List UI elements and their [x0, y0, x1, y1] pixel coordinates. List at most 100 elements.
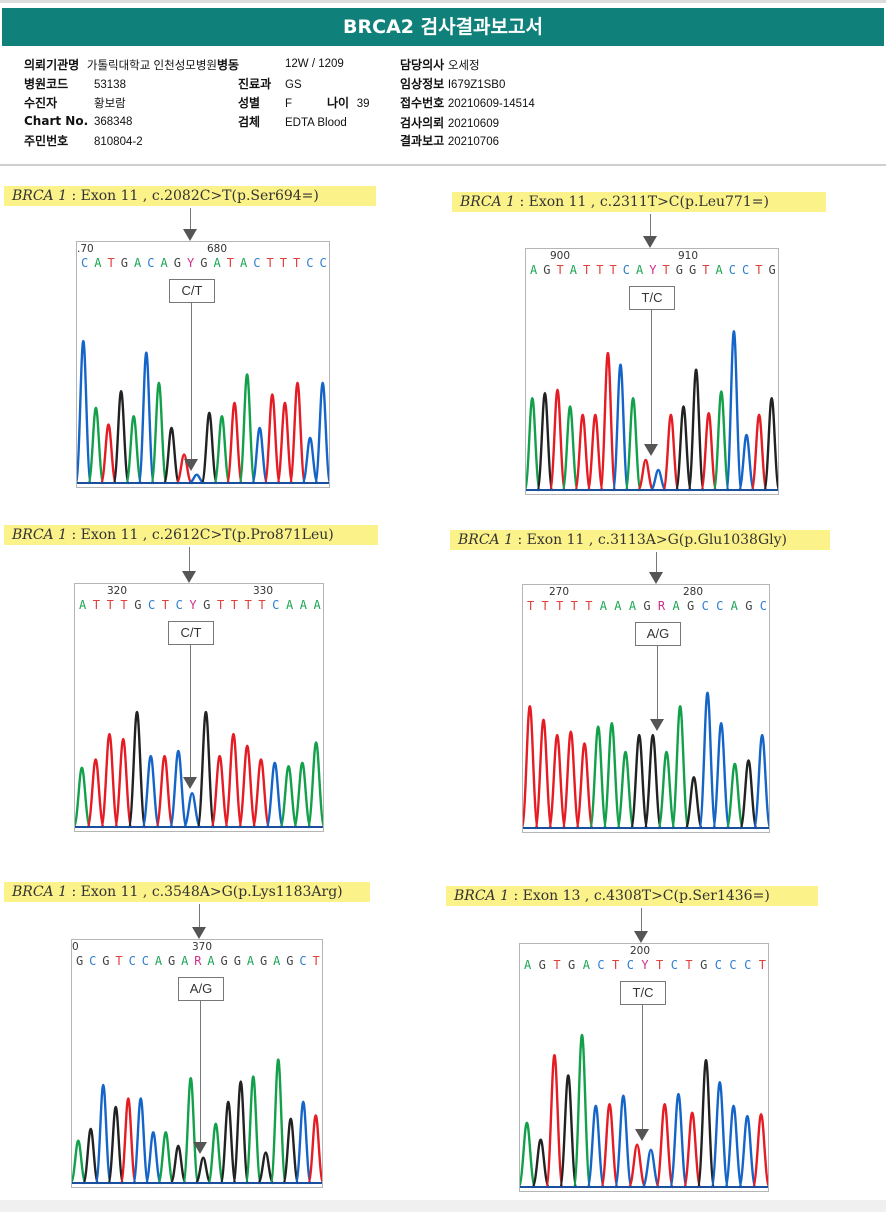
peak-C [137, 351, 156, 485]
base-call: A [313, 598, 321, 612]
peak-T [210, 754, 230, 829]
variant-label: BRCA 1 : Exon 11 , c.2612C>T(p.Pro871Leu… [4, 525, 378, 545]
peak-C [613, 1094, 633, 1189]
arrow-down-icon [183, 777, 197, 790]
base-call: T [279, 256, 287, 270]
position-number: 900 [550, 250, 571, 262]
chromatogram: 900 910 A G T A T T T C A Y T G G T A C C T G T/C [525, 248, 779, 495]
peak-C [77, 339, 93, 485]
base-call: A [213, 256, 221, 270]
base-call: G [675, 263, 683, 277]
field-value: GS [285, 79, 302, 91]
base-call: T [570, 599, 578, 613]
report-title: BRCA2 검사결과보고서 [2, 8, 884, 46]
peak-C [650, 468, 667, 492]
label-separator: : [67, 884, 81, 900]
base-call: A [94, 256, 102, 270]
base-call: T [662, 263, 670, 277]
peak-T [306, 1114, 322, 1185]
base-call: C [729, 958, 737, 972]
pointer-line [656, 552, 657, 582]
chromatogram: 0 370 G C G T C C A G A R A G G A G A G C T A/G [71, 939, 323, 1188]
peak-G [106, 1105, 125, 1185]
field-department: 진료과 GS [238, 75, 302, 92]
base-call: T [115, 954, 123, 968]
base-call: A [628, 599, 637, 613]
trace-plot [526, 330, 778, 492]
peak-T [99, 423, 118, 485]
peak-C [168, 749, 188, 829]
peak-T [547, 733, 567, 830]
position-number: 0 [72, 941, 79, 953]
base-call: G [76, 954, 84, 968]
field-value: 20210609 [447, 118, 499, 130]
gene-name: BRCA 1 [12, 188, 68, 204]
genotype-call-box: A/G [178, 977, 224, 1001]
genotype-call-box: A/G [635, 622, 681, 646]
base-call: T [226, 256, 234, 270]
arrow-down-icon [643, 236, 657, 248]
field-value: 53138 [94, 79, 126, 91]
variant-label: BRCA 1 : Exon 11 , c.3113A>G(p.Glu1038Gl… [450, 530, 830, 550]
position-number: 270 [549, 586, 570, 598]
page-bottom-band [0, 1200, 886, 1212]
arrow-down-icon [644, 443, 658, 456]
peak-G [674, 405, 693, 492]
peak-C [131, 1097, 150, 1185]
gene-name: BRCA 1 [458, 532, 514, 548]
base-call: A [240, 256, 248, 270]
header-divider [0, 164, 886, 166]
base-call: C [744, 958, 752, 972]
chromatogram: 270 280 T T T T T A A A G R A G C C A G C A/G [522, 584, 770, 833]
base-call: G [700, 958, 708, 972]
base-call: T [258, 598, 266, 612]
field-label: 접수번호 [400, 96, 445, 110]
arrow-down-icon [650, 719, 664, 732]
arrow-down-icon [182, 571, 196, 583]
peak-A [181, 1077, 200, 1185]
variant-description: Exon 11 , c.2612C>T(p.Pro871Leu) [80, 527, 334, 543]
field-label: 성별 [238, 96, 261, 110]
field-label: 담당의사 [400, 58, 445, 72]
peak-G [200, 411, 219, 485]
gene-name: BRCA 1 [12, 527, 68, 543]
peak-A [561, 405, 579, 492]
label-separator: : [67, 527, 81, 543]
base-call: T [702, 263, 710, 277]
chromatogram: 200 A G T G A C T C Y T C T G C C C T T/C [519, 943, 769, 1192]
label-separator: : [513, 532, 527, 548]
position-number: 280 [683, 586, 704, 598]
peak-C [182, 791, 202, 829]
peak-T [662, 413, 680, 492]
gene-name: BRCA 1 [460, 194, 516, 210]
base-call: T [161, 598, 170, 612]
base-call: T [541, 599, 549, 613]
field-ward: 12W / 1209 [285, 56, 344, 70]
variant-description: Exon 11 , c.3548A>G(p.Lys1183Arg) [80, 884, 343, 900]
field-label: Chart No. [24, 114, 89, 128]
position-number: 200 [630, 945, 651, 957]
variant-description: Exon 13 , c.4308T>C(p.Ser1436=) [522, 888, 770, 904]
field-label: 수진자 [24, 96, 58, 110]
field-value: 가톨릭대학교 인천성모병원 [86, 60, 218, 72]
base-call: T [755, 263, 763, 277]
base-call: C [597, 958, 605, 972]
field-value: I679Z1SB0 [447, 79, 506, 91]
genotype-call-box: T/C [629, 286, 675, 310]
base-call: A [530, 263, 538, 277]
field-label: 검체 [238, 115, 261, 129]
base-call: G [689, 263, 697, 277]
peak-T [599, 351, 617, 492]
base-call: A [299, 598, 307, 612]
gene-name: BRCA 1 [12, 884, 68, 900]
peak-G [558, 1074, 578, 1189]
position-number: .70 [77, 243, 94, 255]
base-call: G [286, 954, 294, 968]
field-value: 368348 [94, 116, 133, 128]
chromatogram: .70 680 C A T G A C A G Y G A T A C T T T C C C/T [76, 241, 330, 488]
peak-T [575, 742, 594, 830]
base-call: Y [187, 256, 195, 270]
field-value: EDTA Blood [285, 117, 347, 129]
